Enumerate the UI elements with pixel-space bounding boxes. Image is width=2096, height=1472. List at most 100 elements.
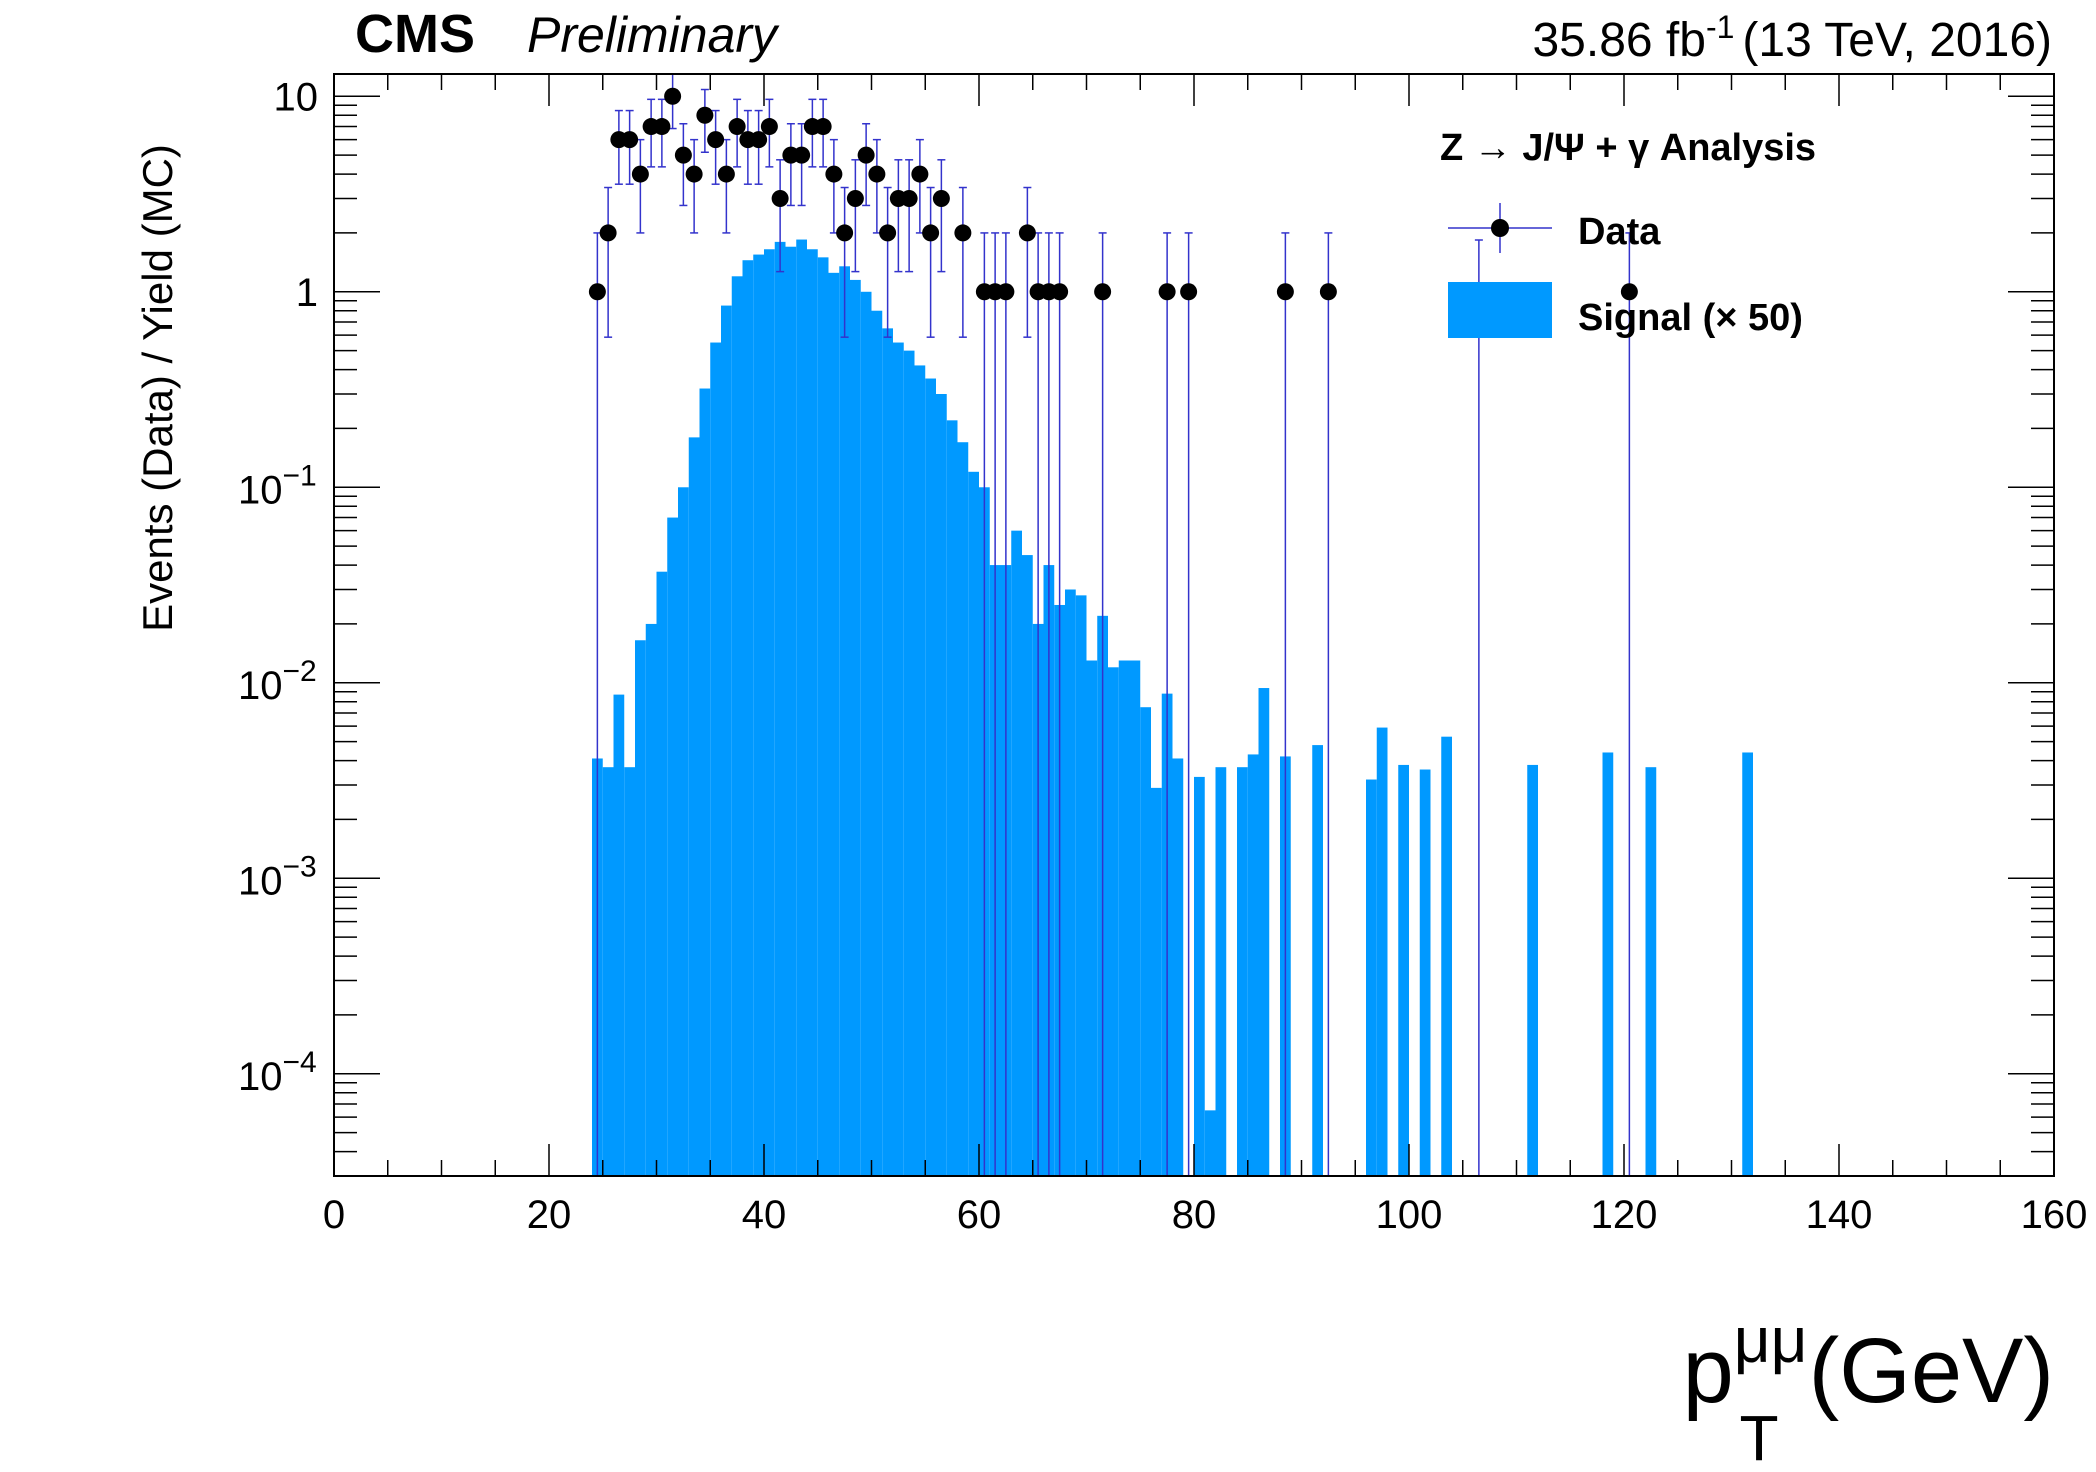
legend-data-marker bbox=[1491, 219, 1509, 237]
signal-bar bbox=[602, 767, 614, 1176]
signal-bar bbox=[1129, 660, 1141, 1176]
signal-bar bbox=[1376, 727, 1388, 1176]
signal-bar bbox=[1441, 736, 1452, 1176]
legend: Z → J/Ψ + γ Analysis Data Signal (× 50) bbox=[1440, 127, 1816, 339]
x-tick-label: 0 bbox=[323, 1193, 345, 1237]
signal-bar bbox=[764, 249, 775, 1177]
signal-bar bbox=[807, 249, 818, 1177]
signal-bar bbox=[1204, 1110, 1216, 1176]
axis-ticks bbox=[333, 74, 2055, 1177]
signal-bar bbox=[1366, 779, 1377, 1176]
signal-bar bbox=[1527, 764, 1538, 1176]
signal-bar bbox=[688, 437, 700, 1176]
y-axis-title: Events (Data) / Yield (MC) bbox=[134, 144, 181, 632]
lumi-label: 35.86 fb-1 (13 TeV, 2016) bbox=[1532, 9, 2052, 67]
data-point bbox=[707, 131, 725, 149]
signal-bar bbox=[1602, 752, 1614, 1176]
data-point bbox=[653, 118, 671, 136]
x-tick-labels: 0 20 40 60 80 100 120 140 160 bbox=[323, 1193, 2088, 1237]
signal-bar bbox=[1215, 767, 1227, 1176]
data-point bbox=[857, 146, 875, 164]
data-point bbox=[696, 106, 714, 124]
signal-bar bbox=[656, 571, 668, 1176]
signal-bar bbox=[1022, 555, 1033, 1176]
y-tick-exponent: −4 bbox=[283, 1046, 317, 1079]
signal-bar bbox=[1075, 595, 1087, 1176]
signal-bar bbox=[871, 310, 883, 1176]
data-point bbox=[879, 224, 897, 242]
signal-bar bbox=[1247, 754, 1259, 1176]
data-error-bars bbox=[593, 73, 1634, 1176]
data-point bbox=[588, 283, 606, 301]
signal-bar bbox=[742, 260, 754, 1176]
signal-bar bbox=[1419, 769, 1431, 1176]
lumi-value: 35.86 fb bbox=[1532, 14, 1705, 67]
data-point bbox=[868, 165, 886, 183]
x-tick-label: 140 bbox=[1806, 1193, 1873, 1237]
data-point bbox=[1319, 283, 1337, 301]
y-tick-exponent: −3 bbox=[283, 850, 317, 883]
y-tick-label: 10 bbox=[274, 75, 319, 119]
signal-bar bbox=[925, 378, 936, 1176]
x-axis-var: p bbox=[1683, 1320, 1734, 1422]
signal-bar bbox=[613, 694, 625, 1176]
data-point bbox=[1094, 283, 1112, 301]
signal-bar bbox=[860, 291, 872, 1176]
x-tick-label: 80 bbox=[1172, 1193, 1217, 1237]
signal-bar bbox=[968, 471, 979, 1176]
signal-bar bbox=[1398, 764, 1409, 1176]
y-tick-base: 10 bbox=[238, 1055, 283, 1099]
data-point bbox=[1051, 283, 1069, 301]
status-label: Preliminary bbox=[527, 7, 780, 63]
signal-bar bbox=[1742, 752, 1753, 1176]
x-axis-superscript: μμ bbox=[1734, 1304, 1808, 1376]
signal-bar bbox=[936, 393, 947, 1176]
data-points bbox=[588, 87, 1638, 301]
data-point bbox=[1018, 224, 1036, 242]
signal-bar bbox=[1011, 530, 1022, 1176]
signal-bar bbox=[731, 276, 743, 1176]
legend-signal-swatch bbox=[1448, 282, 1552, 338]
signal-bar bbox=[1258, 688, 1270, 1176]
x-axis-title: pμμ T (GeV) bbox=[1683, 1304, 2054, 1472]
data-point bbox=[728, 118, 746, 136]
data-point bbox=[846, 189, 864, 207]
y-tick-exponent: −1 bbox=[283, 459, 317, 492]
data-point bbox=[771, 189, 789, 207]
signal-bar bbox=[635, 640, 646, 1176]
data-point bbox=[750, 131, 768, 149]
x-tick-label: 120 bbox=[1591, 1193, 1658, 1237]
signal-bar bbox=[1312, 745, 1323, 1176]
signal-bar bbox=[1194, 776, 1205, 1176]
x-tick-label: 40 bbox=[742, 1193, 787, 1237]
signal-bar bbox=[753, 254, 764, 1176]
signal-bar bbox=[624, 767, 635, 1176]
y-tick-label: 10−3 bbox=[238, 850, 317, 903]
signal-bar bbox=[1065, 589, 1076, 1176]
y-tick-base: 10 bbox=[238, 664, 283, 708]
lumi-tail: (13 TeV, 2016) bbox=[1742, 14, 2052, 67]
data-point bbox=[674, 146, 692, 164]
x-axis-subscript: T bbox=[1740, 1402, 1779, 1472]
signal-bar bbox=[678, 487, 689, 1177]
signal-bar bbox=[850, 279, 861, 1176]
signal-bar bbox=[1645, 767, 1657, 1176]
data-point bbox=[717, 165, 735, 183]
x-tick-label: 160 bbox=[2021, 1193, 2088, 1237]
data-point bbox=[814, 118, 832, 136]
signal-bar bbox=[957, 442, 969, 1176]
data-point bbox=[1620, 283, 1638, 301]
data-point bbox=[685, 165, 703, 183]
data-point bbox=[997, 283, 1015, 301]
data-point bbox=[621, 131, 639, 149]
x-tick-label: 100 bbox=[1376, 1193, 1443, 1237]
signal-bar bbox=[721, 305, 732, 1176]
data-point bbox=[599, 224, 617, 242]
y-tick-label: 10−2 bbox=[238, 655, 317, 708]
signal-bar bbox=[710, 342, 721, 1176]
data-point bbox=[631, 165, 649, 183]
y-tick-base: 10 bbox=[238, 468, 283, 512]
signal-bar bbox=[1118, 660, 1130, 1176]
signal-bar bbox=[893, 342, 904, 1176]
